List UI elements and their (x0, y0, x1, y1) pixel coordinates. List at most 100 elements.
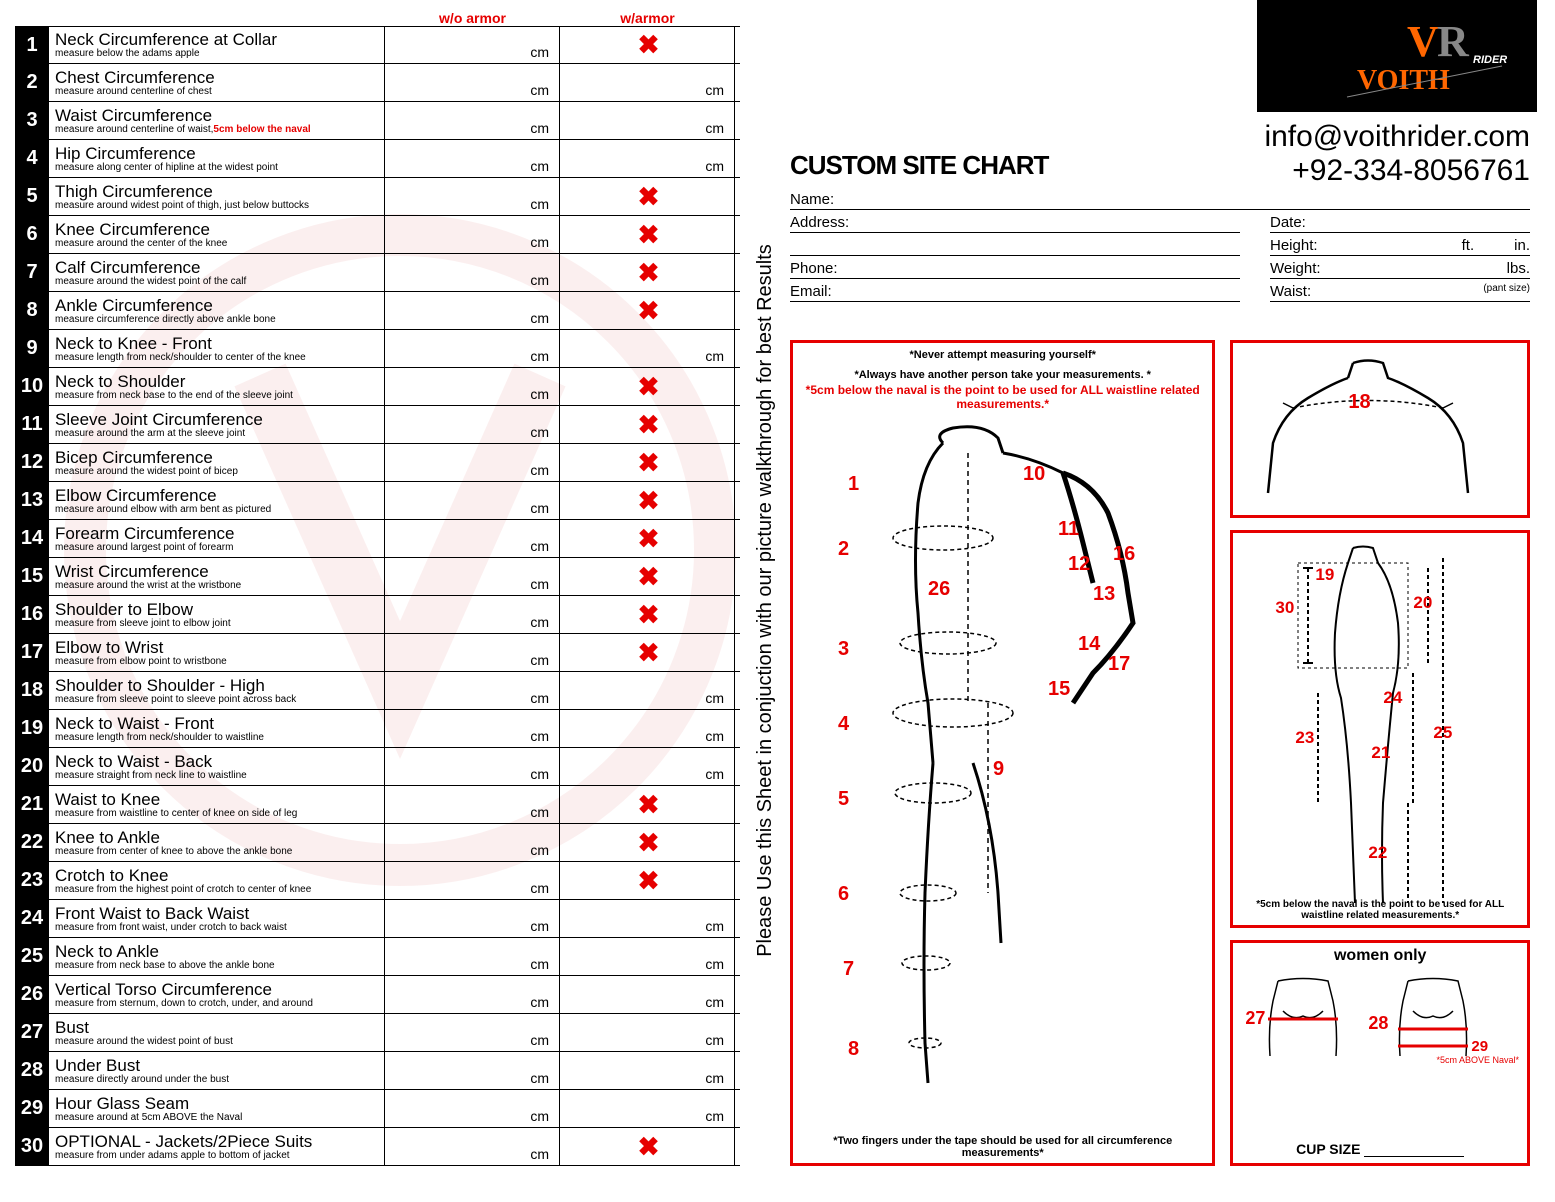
cell-without-armor[interactable]: cm (385, 862, 560, 899)
cell-with-armor[interactable]: ✖ (560, 786, 735, 823)
cell-with-armor[interactable]: ✖ (560, 178, 735, 215)
cell-without-armor[interactable]: cm (385, 1128, 560, 1165)
measurement-row: 30OPTIONAL - Jackets/2Piece Suitsmeasure… (15, 1128, 740, 1166)
field-email[interactable]: Email: (790, 283, 1240, 302)
cell-with-armor[interactable]: cm (560, 1090, 735, 1127)
cell-with-armor[interactable]: cm (560, 1052, 735, 1089)
cell-with-armor[interactable]: ✖ (560, 862, 735, 899)
cell-with-armor[interactable]: ✖ (560, 1128, 735, 1165)
field-address[interactable]: Address: (790, 214, 1240, 233)
row-number: 4 (15, 140, 49, 177)
unit-label: cm (530, 956, 549, 972)
cell-without-armor[interactable]: cm (385, 672, 560, 709)
cell-with-armor[interactable]: ✖ (560, 292, 735, 329)
cell-without-armor[interactable]: cm (385, 330, 560, 367)
row-description: Elbow to Wristmeasure from elbow point t… (49, 634, 385, 671)
field-weight[interactable]: Weight:lbs. (1270, 260, 1530, 279)
x-mark-icon: ✖ (638, 30, 657, 61)
field-date[interactable]: Date: (1270, 214, 1530, 233)
cell-with-armor[interactable]: cm (560, 64, 735, 101)
row-number: 19 (15, 710, 49, 747)
cell-with-armor[interactable]: ✖ (560, 482, 735, 519)
cell-with-armor[interactable]: cm (560, 976, 735, 1013)
cell-without-armor[interactable]: cm (385, 938, 560, 975)
cell-without-armor[interactable]: cm (385, 520, 560, 557)
cell-without-armor[interactable]: cm (385, 406, 560, 443)
cell-with-armor[interactable]: cm (560, 1014, 735, 1051)
x-mark-icon: ✖ (638, 219, 657, 250)
diagram-back: 18 (1230, 340, 1530, 518)
row-number: 11 (15, 406, 49, 443)
field-name[interactable]: Name: (790, 191, 1530, 210)
x-mark-icon: ✖ (638, 789, 657, 820)
cell-with-armor[interactable]: cm (560, 102, 735, 139)
cell-without-armor[interactable]: cm (385, 292, 560, 329)
unit-label: cm (530, 766, 549, 782)
cell-with-armor[interactable]: ✖ (560, 824, 735, 861)
row-number: 30 (15, 1128, 49, 1165)
row-description: Crotch to Kneemeasure from the highest p… (49, 862, 385, 899)
cell-without-armor[interactable]: cm (385, 1090, 560, 1127)
cell-with-armor[interactable]: ✖ (560, 254, 735, 291)
cell-with-armor[interactable]: ✖ (560, 216, 735, 253)
cell-without-armor[interactable]: cm (385, 634, 560, 671)
cell-with-armor[interactable]: cm (560, 330, 735, 367)
field-waist[interactable]: Waist:(pant size) (1270, 283, 1530, 302)
cell-without-armor[interactable]: cm (385, 976, 560, 1013)
row-number: 20 (15, 748, 49, 785)
cell-without-armor[interactable]: cm (385, 1014, 560, 1051)
unit-label: cm (530, 234, 549, 250)
cell-with-armor[interactable]: cm (560, 900, 735, 937)
cell-without-armor[interactable]: cm (385, 482, 560, 519)
cell-without-armor[interactable]: cm (385, 900, 560, 937)
cell-without-armor[interactable]: cm (385, 710, 560, 747)
unit-label: cm (530, 386, 549, 402)
cell-without-armor[interactable]: cm (385, 102, 560, 139)
cell-without-armor[interactable]: cm (385, 596, 560, 633)
row-description: Neck to Shouldermeasure from neck base t… (49, 368, 385, 405)
measurement-row: 1Neck Circumference at Collarmeasure bel… (15, 26, 740, 64)
row-number: 10 (15, 368, 49, 405)
cell-without-armor[interactable]: cm (385, 216, 560, 253)
cell-with-armor[interactable]: cm (560, 140, 735, 177)
above-naval-note: *5cm ABOVE Naval* (1436, 1055, 1519, 1065)
row-description: Shoulder to Elbowmeasure from sleeve joi… (49, 596, 385, 633)
cell-without-armor[interactable]: cm (385, 786, 560, 823)
cell-with-armor[interactable]: ✖ (560, 444, 735, 481)
cell-with-armor[interactable]: ✖ (560, 368, 735, 405)
cell-without-armor[interactable]: cm (385, 27, 560, 63)
field-height[interactable]: Height:ft.in. (1270, 237, 1530, 256)
cell-without-armor[interactable]: cm (385, 444, 560, 481)
field-phone[interactable]: Phone: (790, 260, 1240, 279)
cell-without-armor[interactable]: cm (385, 558, 560, 595)
measurement-row: 23Crotch to Kneemeasure from the highest… (15, 862, 740, 900)
row-description: Neck to Waist - Backmeasure straight fro… (49, 748, 385, 785)
cell-with-armor[interactable]: ✖ (560, 520, 735, 557)
x-mark-icon: ✖ (638, 409, 657, 440)
unit-label: cm (705, 994, 724, 1010)
cell-with-armor[interactable]: ✖ (560, 406, 735, 443)
row-number: 12 (15, 444, 49, 481)
cell-without-armor[interactable]: cm (385, 178, 560, 215)
cell-with-armor[interactable]: cm (560, 710, 735, 747)
unit-label: cm (705, 120, 724, 136)
cell-with-armor[interactable]: cm (560, 748, 735, 785)
cell-without-armor[interactable]: cm (385, 1052, 560, 1089)
cell-with-armor[interactable]: ✖ (560, 634, 735, 671)
unit-label: cm (530, 728, 549, 744)
cell-without-armor[interactable]: cm (385, 254, 560, 291)
cell-with-armor[interactable]: ✖ (560, 27, 735, 63)
cell-with-armor[interactable]: ✖ (560, 558, 735, 595)
cell-without-armor[interactable]: cm (385, 824, 560, 861)
cell-with-armor[interactable]: ✖ (560, 596, 735, 633)
cup-size-field[interactable]: CUP SIZE (1233, 1141, 1527, 1157)
cell-without-armor[interactable]: cm (385, 368, 560, 405)
cell-without-armor[interactable]: cm (385, 140, 560, 177)
field-address-2[interactable] (790, 237, 1240, 256)
cell-without-armor[interactable]: cm (385, 748, 560, 785)
row-description: Sleeve Joint Circumferencemeasure around… (49, 406, 385, 443)
cell-without-armor[interactable]: cm (385, 64, 560, 101)
cell-with-armor[interactable]: cm (560, 672, 735, 709)
unit-label: cm (530, 918, 549, 934)
cell-with-armor[interactable]: cm (560, 938, 735, 975)
